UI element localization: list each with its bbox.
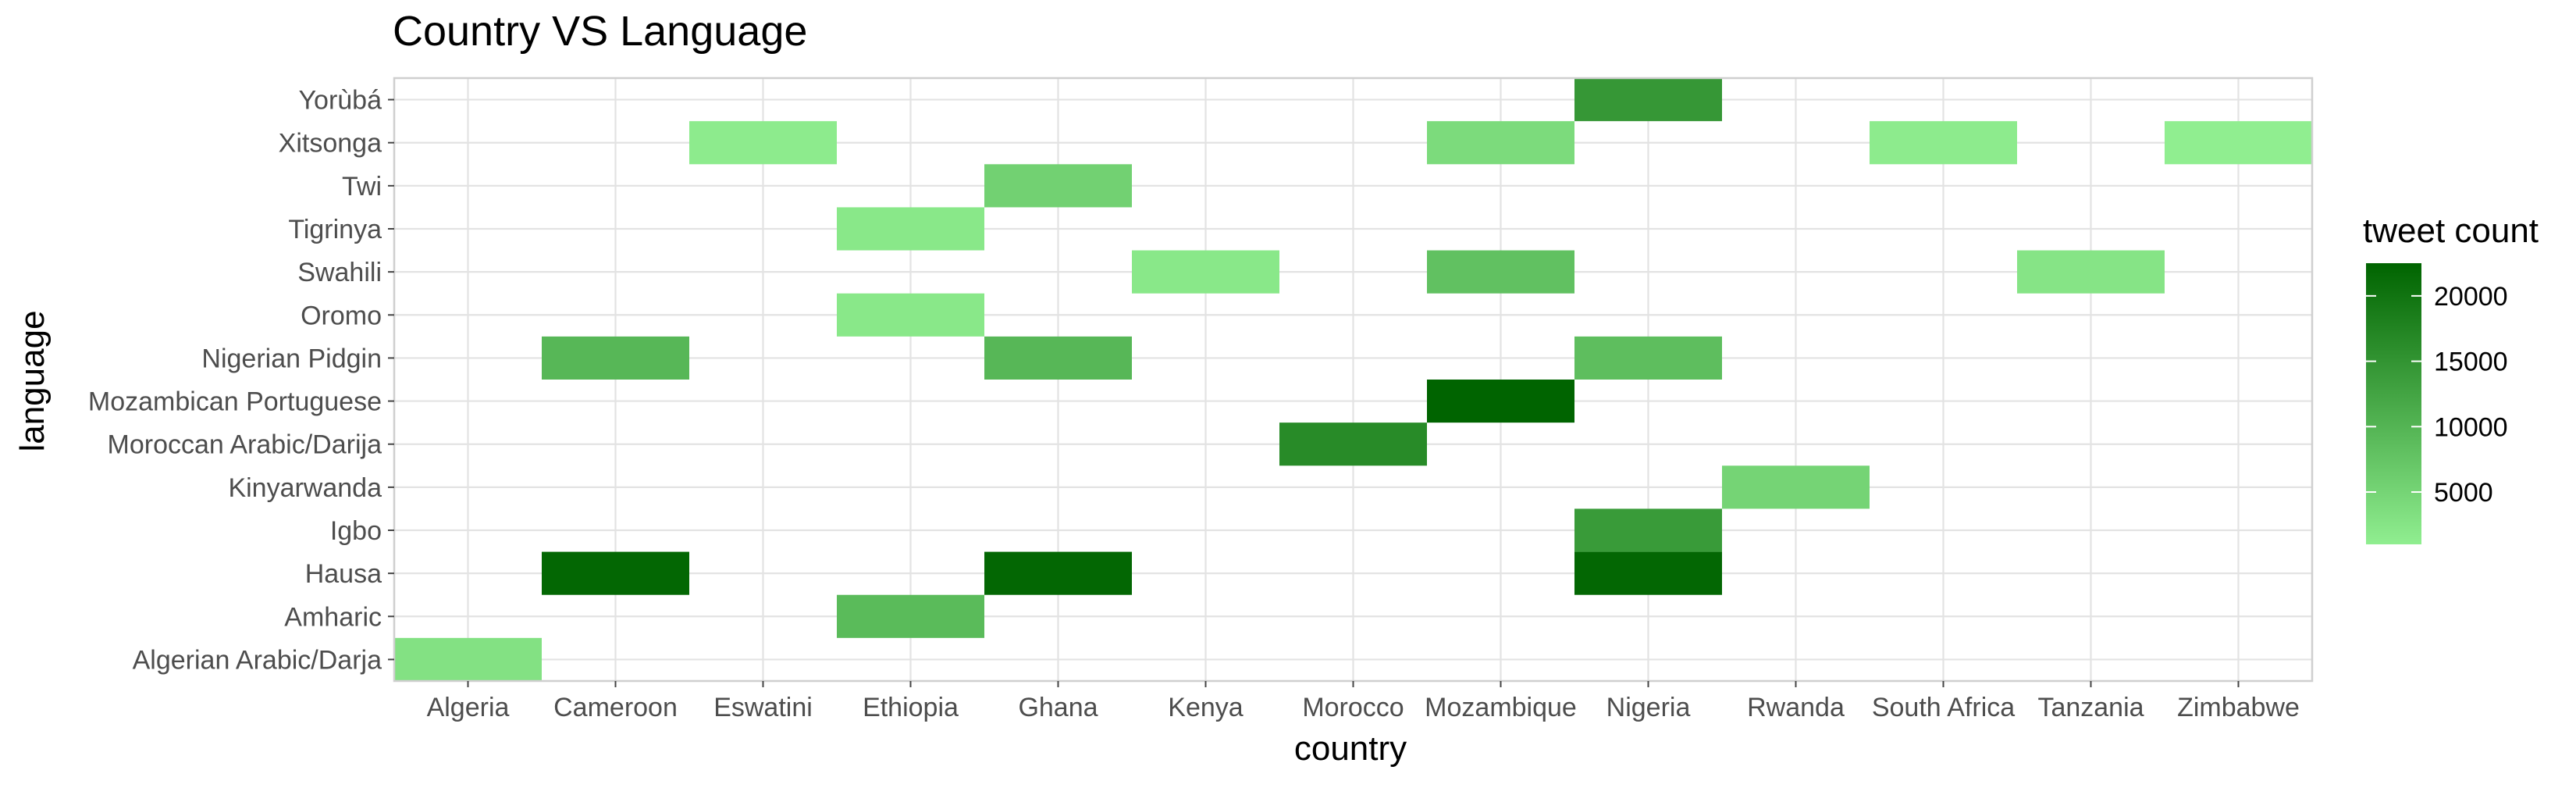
- heatmap-tile: [1279, 423, 1427, 466]
- x-tick-label: Algeria: [427, 693, 510, 722]
- heatmap-tile: [984, 551, 1132, 595]
- heatmap-tile: [2017, 250, 2165, 294]
- y-tick-label: Kinyarwanda: [228, 473, 382, 503]
- x-axis-label: country: [1294, 729, 1407, 768]
- y-tick-label: Igbo: [330, 516, 382, 546]
- heatmap-tile: [689, 121, 837, 165]
- y-tick-label: Nigerian Pidgin: [201, 344, 382, 373]
- heatmap-tile: [1574, 78, 1722, 122]
- heatmap-tile: [984, 164, 1132, 208]
- y-tick-label: Amharic: [284, 602, 382, 632]
- x-tick-label: Eswatini: [713, 693, 813, 722]
- x-tick-label: Tanzania: [2037, 693, 2144, 722]
- x-tick-label: South Africa: [1872, 693, 2015, 722]
- heatmap-tile: [1722, 465, 1870, 509]
- heatmap-tile: [837, 293, 984, 337]
- legend-colorbar: [2366, 263, 2421, 544]
- x-tick-label: Nigeria: [1606, 693, 1691, 722]
- x-tick-label: Ethiopia: [863, 693, 959, 722]
- heatmap-tile: [1132, 250, 1279, 294]
- y-tick-label: Swahili: [297, 258, 382, 287]
- heatmap-tile: [1574, 551, 1722, 595]
- y-tick-label: Twi: [342, 172, 382, 201]
- heatmap-tile: [1574, 508, 1722, 552]
- legend-tick-label: 5000: [2434, 478, 2493, 508]
- heatmap-tile: [837, 594, 984, 638]
- heatmap-tile: [984, 336, 1132, 380]
- heatmap-tile: [1870, 121, 2017, 165]
- y-tick-label: Xitsonga: [279, 129, 382, 159]
- y-tick-label: Mozambican Portuguese: [88, 387, 382, 417]
- x-tick-label: Rwanda: [1747, 693, 1845, 722]
- heatmap-tile: [2165, 121, 2312, 165]
- x-tick-label: Zimbabwe: [2177, 693, 2300, 722]
- x-tick-label: Ghana: [1018, 693, 1098, 722]
- color-legend: tweet count 5000 10000 15000 20000: [2363, 212, 2539, 544]
- heatmap-tile: [837, 207, 984, 251]
- heatmap-tile: [1427, 380, 1574, 423]
- heatmap-tile: [1427, 121, 1574, 165]
- legend-tick-label: 20000: [2434, 282, 2508, 312]
- y-tick-label: Algerian Arabic/Darja: [133, 645, 382, 675]
- heatmap-tile: [1427, 250, 1574, 294]
- x-tick-label: Kenya: [1168, 693, 1243, 722]
- chart-title: Country VS Language: [393, 8, 807, 55]
- legend-tick-label: 15000: [2434, 348, 2508, 377]
- legend-tick-label: 10000: [2434, 412, 2508, 442]
- x-tick-label: Morocco: [1302, 693, 1404, 722]
- y-tick-label: Hausa: [305, 559, 382, 589]
- plot-area: Algeria Cameroon Eswatini Ethiopia Ghana Keny…: [88, 77, 2314, 722]
- heatmap-tile: [542, 551, 689, 595]
- y-tick-label: Yorùbá: [298, 86, 382, 116]
- x-tick-label: Mozambique: [1425, 693, 1577, 722]
- x-tick-label: Cameroon: [553, 693, 678, 722]
- legend-title: tweet count: [2363, 212, 2539, 250]
- y-tick-label: Oromo: [301, 301, 382, 330]
- y-tick-label: Moroccan Arabic/Darija: [108, 430, 382, 460]
- heatmap-tile: [542, 336, 689, 380]
- heatmap-tile: [394, 637, 542, 681]
- y-axis-label: language: [13, 310, 52, 451]
- heatmap-tile: [1574, 336, 1722, 380]
- y-tick-label: Tigrinya: [288, 215, 382, 244]
